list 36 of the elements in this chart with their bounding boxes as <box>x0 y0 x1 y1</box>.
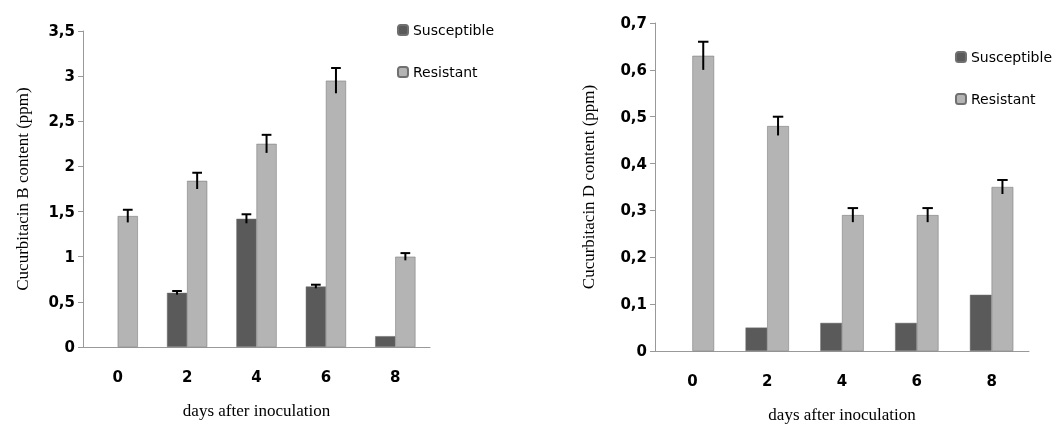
x-tick-label: 6 <box>911 371 923 390</box>
y-tick-label: 0 <box>636 342 647 360</box>
x-tick-label: 0 <box>687 371 698 390</box>
x-tick-label: 4 <box>251 367 262 386</box>
x-tick-label: 8 <box>390 367 401 386</box>
y-axis-title: Cucurbitacin B content (ppm) <box>13 87 32 291</box>
y-tick-label: 3,5 <box>48 22 75 40</box>
y-tick-label: 0,5 <box>48 292 75 311</box>
legend-label: Susceptible <box>412 22 495 38</box>
y-axis-title: Cucurbitacin D content (ppm) <box>579 84 598 290</box>
y-tick-label: 0,2 <box>620 248 647 267</box>
x-axis-title: days after inoculation <box>768 405 917 424</box>
x-tick-label: 4 <box>836 371 848 390</box>
bar <box>692 55 715 351</box>
x-tick-label: 0 <box>112 367 123 386</box>
y-tick-label: 0,4 <box>620 154 647 173</box>
x-tick-label: 2 <box>761 371 773 390</box>
legend-label: Resistant <box>412 64 479 80</box>
y-tick-label: 2,5 <box>48 112 75 131</box>
y-tick-label: 1,5 <box>48 202 75 221</box>
legend-label: Susceptible <box>970 49 1053 65</box>
y-tick-label: 1 <box>64 247 75 266</box>
y-tick-label: 0,5 <box>620 107 647 126</box>
x-tick-label: 8 <box>986 371 997 390</box>
y-tick-label: 0 <box>64 338 75 356</box>
x-tick-label: 6 <box>320 367 332 386</box>
x-axis-title: days after inoculation <box>182 401 331 420</box>
y-tick-label: 0,6 <box>620 60 647 79</box>
y-tick-label: 2 <box>64 157 75 176</box>
y-tick-label: 0,1 <box>620 295 647 314</box>
x-tick-label: 2 <box>181 367 193 386</box>
y-tick-label: 3 <box>64 67 75 86</box>
bar <box>117 216 138 347</box>
y-tick-label: 0,7 <box>620 14 647 32</box>
y-tick-label: 0,3 <box>620 201 647 220</box>
legend-label: Resistant <box>970 91 1037 107</box>
